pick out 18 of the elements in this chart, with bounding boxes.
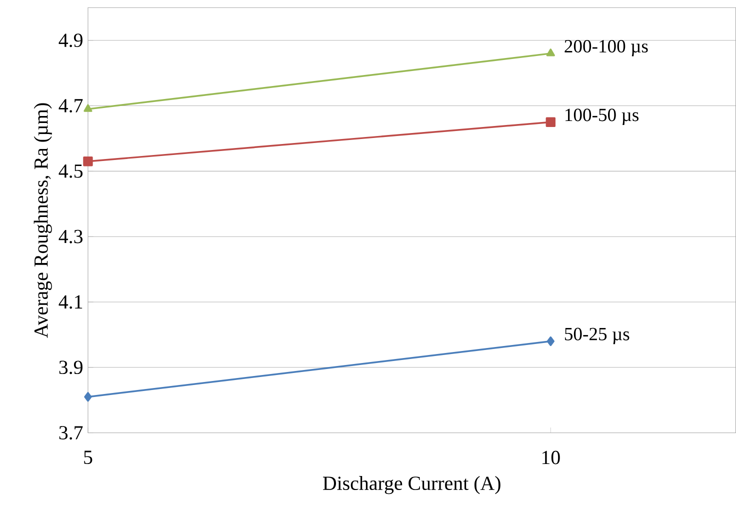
y-tick-label: 3.7 (59, 426, 83, 440)
series-label: 50-25 µs (564, 328, 630, 344)
x-tick-label: 5 (84, 450, 92, 464)
point (84, 392, 92, 402)
point (83, 156, 93, 166)
y-axis-title: Average Roughness, Ra (µm) (34, 103, 52, 338)
point (546, 117, 556, 128)
series-label: 200-100 µs (564, 40, 648, 56)
y-tick-label: 4.5 (58, 164, 83, 178)
y-tick-label: 3.9 (59, 360, 82, 374)
y-tick-label: 4.7 (58, 99, 83, 113)
series-label: 100-50 µs (566, 108, 638, 126)
y-tick-label: 4.1 (58, 295, 82, 309)
point (546, 336, 555, 346)
x-axis-title: Discharge Current (A) (323, 476, 500, 494)
y-tick-label: 4.3 (58, 230, 83, 244)
y-tick-label: 4.9 (58, 34, 82, 48)
x-tick-label: 10 (542, 450, 560, 464)
